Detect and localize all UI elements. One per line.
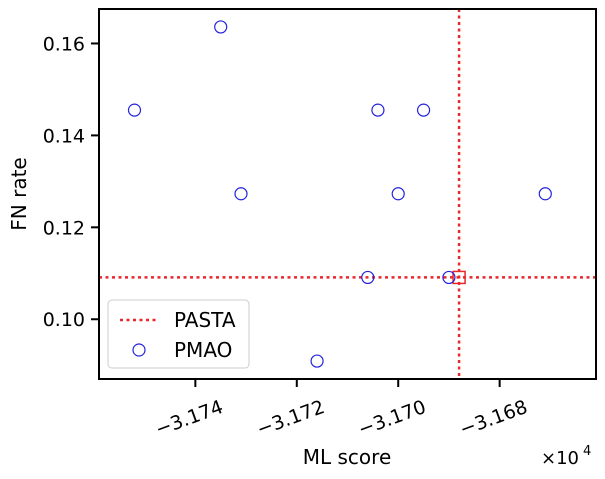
x-tick-label: −3.168 — [457, 396, 531, 441]
pmao-point — [371, 103, 385, 117]
pmao-point — [442, 270, 456, 285]
pmao-point — [416, 103, 431, 117]
y-axis-label: FN rate — [7, 157, 31, 230]
x-multiplier-exponent: 4 — [583, 444, 591, 459]
x-tick-label: −3.172 — [254, 396, 328, 441]
pmao-point — [310, 354, 324, 368]
plot-frame — [98, 8, 597, 380]
x-axis-label: ML score — [303, 445, 392, 469]
pmao-point — [538, 187, 552, 201]
y-tick-label: 0.12 — [43, 217, 85, 239]
y-tick-label: 0.10 — [43, 309, 85, 331]
pmao-point — [391, 187, 405, 201]
x-tick-label: −3.170 — [355, 396, 429, 441]
x-axis: −3.174 −3.172 −3.170 −3.168 — [152, 379, 530, 441]
x-tick-label: −3.174 — [152, 396, 226, 441]
pmao-point — [127, 103, 142, 117]
legend-pmao-label: PMAO — [174, 338, 232, 362]
x-multiplier: ×10 4 — [541, 444, 591, 469]
pmao-point — [214, 20, 228, 34]
legend-pasta-label: PASTA — [174, 308, 236, 332]
y-tick-label: 0.16 — [43, 33, 85, 55]
pmao-point — [361, 270, 375, 285]
pmao-point — [234, 187, 248, 201]
pasta-marker — [452, 270, 466, 285]
legend-pmao-swatch — [132, 343, 146, 357]
legend: PASTA PMAO — [107, 299, 250, 369]
y-tick-label: 0.14 — [43, 125, 85, 147]
y-axis: 0.10 0.12 0.14 0.16 — [43, 33, 99, 331]
x-multiplier-base: ×10 — [541, 448, 579, 469]
legend-box — [107, 299, 250, 369]
